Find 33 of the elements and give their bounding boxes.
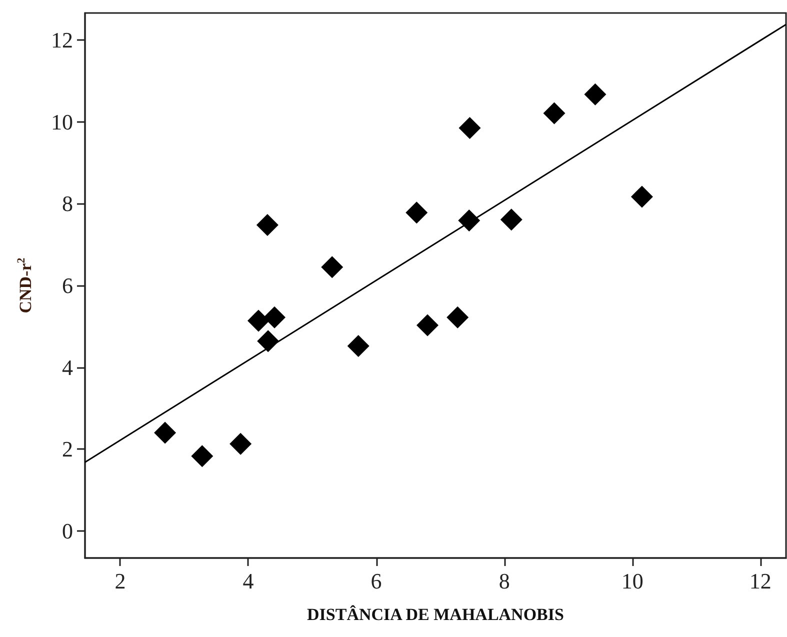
point: [230, 432, 252, 455]
x-tick-label: 12: [749, 568, 772, 594]
y-tick-label: 4: [62, 354, 73, 380]
y-tick-label: 2: [62, 436, 73, 462]
point: [458, 209, 480, 232]
point: [446, 306, 469, 328]
point: [263, 306, 286, 328]
point: [247, 310, 270, 332]
point: [406, 202, 428, 224]
x-tick-label: 4: [242, 568, 254, 594]
point: [500, 208, 522, 231]
y-axis-title: CND-r2: [16, 257, 35, 314]
y-tick-label: 10: [51, 109, 73, 134]
y-tick-label: 0: [62, 518, 73, 544]
y-tick-label: 12: [51, 28, 73, 53]
point: [256, 214, 278, 236]
point: [458, 116, 481, 139]
point: [257, 330, 280, 352]
point: [416, 314, 438, 336]
point: [191, 445, 214, 468]
point: [154, 422, 176, 444]
x-axis-title: DISTÂNCIA DE MAHALANOBIS: [307, 605, 564, 624]
x-tick-label: 8: [498, 568, 510, 594]
x-tick-label: 10: [621, 568, 644, 594]
point: [630, 186, 653, 208]
y-tick-label: 8: [62, 191, 73, 216]
y-tick-label: 6: [62, 273, 73, 298]
point: [584, 83, 606, 106]
x-tick-label: 2: [114, 568, 126, 594]
point: [321, 256, 344, 278]
point: [543, 102, 566, 124]
x-tick-label: 6: [370, 568, 382, 594]
point: [347, 335, 370, 358]
